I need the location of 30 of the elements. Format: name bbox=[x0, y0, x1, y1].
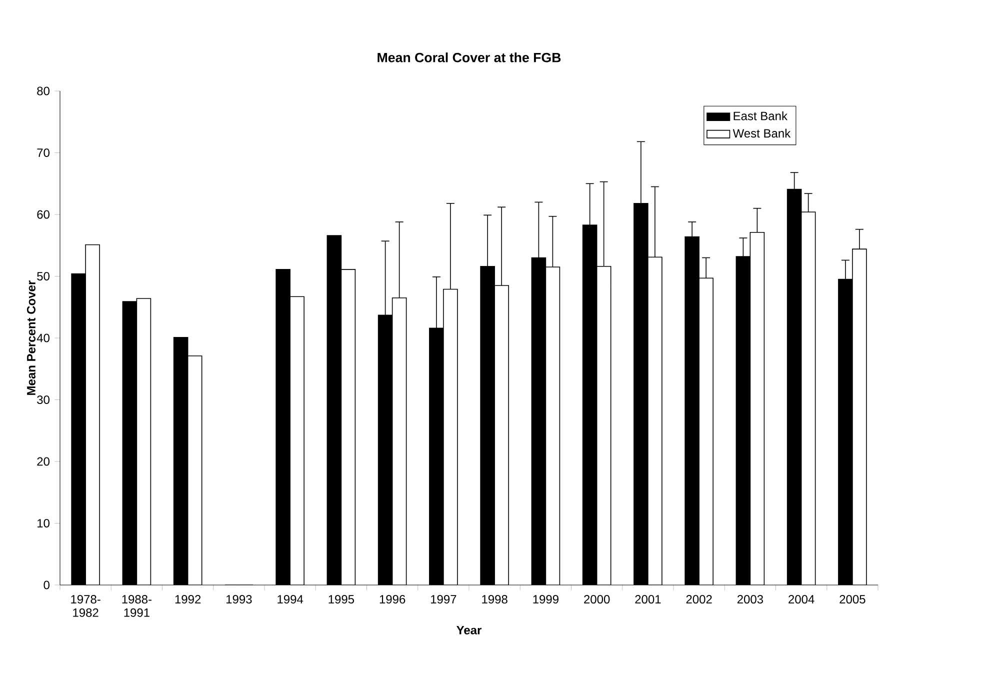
x-tick-label: 1998 bbox=[482, 595, 508, 604]
y-tick-label: 10 bbox=[38, 518, 50, 528]
x-tick-label: 2005 bbox=[840, 595, 866, 604]
y-tick-label: 40 bbox=[36, 334, 50, 342]
x-tick-label: 1992 bbox=[175, 595, 201, 604]
legend-label: West Bank bbox=[732, 128, 791, 138]
y-tick-label: 70 bbox=[37, 148, 50, 158]
x-axis-title: Year bbox=[456, 626, 482, 634]
y-tick-label: 20 bbox=[37, 457, 50, 466]
x-tick-label: 2004 bbox=[788, 595, 814, 604]
y-tick-label: 0 bbox=[44, 580, 50, 590]
x-tick-label: 1996 bbox=[380, 595, 406, 604]
x-tick-label: 2002 bbox=[686, 595, 712, 604]
legend-label: East Bank bbox=[734, 111, 788, 120]
y-tick-label: 50 bbox=[37, 272, 50, 281]
x-tick-label: 2000 bbox=[584, 595, 610, 604]
y-tick-label: 60 bbox=[37, 210, 50, 219]
y-axis-title: Mean Percent Cover bbox=[26, 280, 36, 395]
x-tick-label: 1995 bbox=[328, 595, 354, 604]
x-tick-label: 1978-1982 bbox=[71, 595, 100, 617]
x-tick-label: 2001 bbox=[635, 595, 661, 604]
y-tick-label: 30 bbox=[37, 395, 50, 404]
x-tick-label: 1997 bbox=[431, 595, 456, 604]
x-tick-label: 1994 bbox=[278, 595, 304, 604]
x-tick-label: 2003 bbox=[737, 595, 764, 604]
x-tick-label: 1988-1991 bbox=[122, 595, 152, 617]
x-tick-label: 1999 bbox=[533, 595, 558, 604]
y-tick-label: 80 bbox=[37, 86, 50, 96]
chart-title: Mean Coral Cover at the FGB bbox=[378, 52, 561, 62]
x-tick-label: 1993 bbox=[226, 595, 252, 604]
